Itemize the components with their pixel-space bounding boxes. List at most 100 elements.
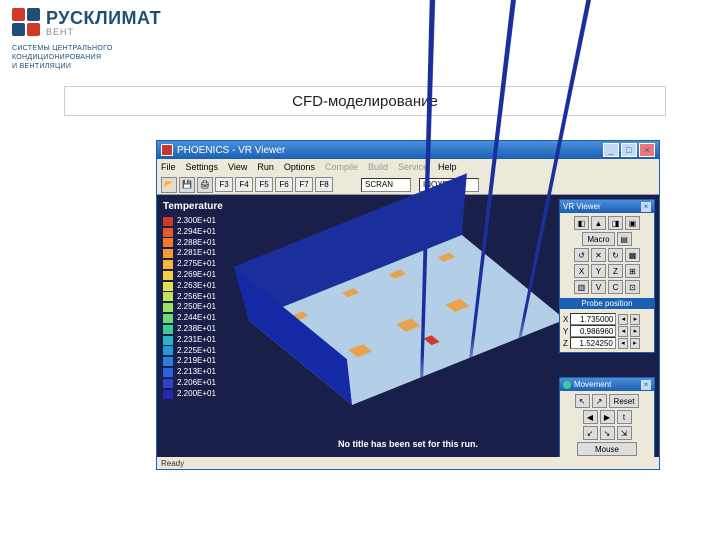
fn-f6[interactable]: F6 (275, 177, 293, 192)
move-button[interactable]: ◀ (583, 410, 598, 424)
probe-input-x[interactable] (570, 313, 616, 325)
legend-item: 2.200E+01 (163, 389, 223, 400)
tool-button[interactable]: ◧ (574, 216, 589, 230)
move-button[interactable]: ↘ (600, 426, 615, 440)
toolbar[interactable]: 📂💾🖨F3F4F5F6F7F8SCRANINOXRIN (157, 175, 659, 195)
legend-title: Temperature (163, 201, 223, 212)
move-button[interactable]: ↙ (583, 426, 598, 440)
tool-button[interactable]: ◨ (608, 216, 623, 230)
probe-dec[interactable]: ◂ (618, 338, 628, 349)
legend-item: 2.256E+01 (163, 292, 223, 303)
menu-view[interactable]: View (228, 162, 247, 172)
menu-options[interactable]: Options (284, 162, 315, 172)
legend-item: 2.281E+01 (163, 248, 223, 259)
menu-file[interactable]: File (161, 162, 176, 172)
brand-name: РУСКЛИМАТ (46, 8, 161, 29)
temperature-legend: Temperature 2.300E+012.294E+012.288E+012… (163, 201, 223, 400)
probe-dec[interactable]: ◂ (618, 326, 628, 337)
legend-item: 2.213E+01 (163, 367, 223, 378)
reset-button[interactable]: Reset (609, 394, 640, 408)
window-titlebar[interactable]: PHOENICS - VR Viewer _ □ × (157, 141, 659, 159)
probe-inc[interactable]: ▸ (630, 314, 640, 325)
legend-item: 2.288E+01 (163, 238, 223, 249)
legend-item: 2.294E+01 (163, 227, 223, 238)
maximize-button[interactable]: □ (621, 143, 637, 157)
tool-button[interactable]: ↻ (608, 248, 623, 262)
legend-item: 2.225E+01 (163, 346, 223, 357)
legend-item: 2.275E+01 (163, 259, 223, 270)
macro-button[interactable]: Macro (582, 232, 614, 246)
toolbar-button[interactable]: 📂 (161, 177, 177, 193)
panel-close-icon[interactable]: × (641, 202, 651, 212)
probe-row-x: X◂▸ (563, 313, 651, 325)
menu-settings[interactable]: Settings (186, 162, 219, 172)
brand-tagline: СИСТЕМЫ ЦЕНТРАЛЬНОГО КОНДИЦИОНИРОВАНИЯ И… (12, 44, 113, 71)
brand-logo: РУСКЛИМАТ ВЕНТ (12, 8, 161, 37)
legend-item: 2.238E+01 (163, 324, 223, 335)
panel-title-label: Movement (574, 380, 611, 389)
tool-button[interactable]: ▦ (625, 248, 640, 262)
tool-button[interactable]: ✕ (591, 248, 606, 262)
window-title: PHOENICS - VR Viewer (177, 145, 285, 156)
tool-button[interactable]: ↺ (574, 248, 589, 262)
probe-row-y: Y◂▸ (563, 325, 651, 337)
legend-item: 2.300E+01 (163, 216, 223, 227)
tool-button[interactable]: C (608, 280, 623, 294)
tool-button[interactable]: ▣ (625, 216, 640, 230)
logo-icon (12, 8, 40, 36)
room-model (249, 235, 565, 405)
probe-position-label: Probe position (560, 298, 654, 309)
brand-sub: ВЕНТ (46, 27, 161, 37)
vr-viewer-panel[interactable]: VR Viewer × ◧▲◨▣ Macro▤ ↺✕↻▦ XYZ⊞ ▥VC⊡ Pr… (559, 199, 655, 353)
menu-run[interactable]: Run (257, 162, 274, 172)
tool-button[interactable]: V (591, 280, 606, 294)
probe-dec[interactable]: ◂ (618, 314, 628, 325)
fn-f8[interactable]: F8 (315, 177, 333, 192)
menu-bar[interactable]: FileSettingsViewRunOptionsCompileBuildSe… (157, 159, 659, 175)
app-icon (161, 144, 173, 156)
slide-title: CFD-моделирование (64, 86, 666, 116)
move-button[interactable]: ↖ (575, 394, 590, 408)
probe-input-z[interactable] (570, 337, 616, 349)
toolbar-button[interactable]: 🖨 (197, 177, 213, 193)
legend-item: 2.263E+01 (163, 281, 223, 292)
mouse-button[interactable]: Mouse (577, 442, 637, 456)
move-button[interactable]: ▶ (600, 410, 615, 424)
toolbar-button[interactable]: 💾 (179, 177, 195, 193)
legend-item: 2.250E+01 (163, 302, 223, 313)
toolbar-field[interactable]: SCRAN (361, 178, 411, 192)
legend-item: 2.219E+01 (163, 356, 223, 367)
axis-z-button[interactable]: Z (608, 264, 623, 278)
fn-f7[interactable]: F7 (295, 177, 313, 192)
legend-item: 2.231E+01 (163, 335, 223, 346)
tool-button[interactable]: ⊡ (625, 280, 640, 294)
dot-icon (563, 381, 571, 389)
move-button[interactable]: ⇲ (617, 426, 632, 440)
tool-button[interactable]: ▥ (574, 280, 589, 294)
fn-f4[interactable]: F4 (235, 177, 253, 192)
probe-row-z: Z◂▸ (563, 337, 651, 349)
axis-y-button[interactable]: Y (591, 264, 606, 278)
legend-item: 2.269E+01 (163, 270, 223, 281)
close-button[interactable]: × (639, 143, 655, 157)
tool-button[interactable]: ▤ (617, 232, 632, 246)
axis-x-button[interactable]: X (574, 264, 589, 278)
fn-f3[interactable]: F3 (215, 177, 233, 192)
panel-close-icon[interactable]: × (641, 380, 651, 390)
tool-button[interactable]: ⊞ (625, 264, 640, 278)
menu-service: Service (398, 162, 428, 172)
tool-button[interactable]: ▲ (591, 216, 606, 230)
status-bar: Ready (157, 457, 659, 469)
minimize-button[interactable]: _ (603, 143, 619, 157)
probe-inc[interactable]: ▸ (630, 338, 640, 349)
menu-help[interactable]: Help (438, 162, 457, 172)
viewport-3d[interactable]: Temperature 2.300E+012.294E+012.288E+012… (157, 195, 659, 457)
probe-input-y[interactable] (570, 325, 616, 337)
fn-f5[interactable]: F5 (255, 177, 273, 192)
phoenics-window: PHOENICS - VR Viewer _ □ × File Settings V… (156, 140, 660, 470)
panel-title-label: VR Viewer (563, 202, 601, 211)
movement-panel[interactable]: Movement × ↖↗Reset ◀▶t ↙↘⇲ Mouse (559, 377, 655, 460)
move-button[interactable]: t (617, 410, 632, 424)
move-button[interactable]: ↗ (592, 394, 607, 408)
probe-inc[interactable]: ▸ (630, 326, 640, 337)
